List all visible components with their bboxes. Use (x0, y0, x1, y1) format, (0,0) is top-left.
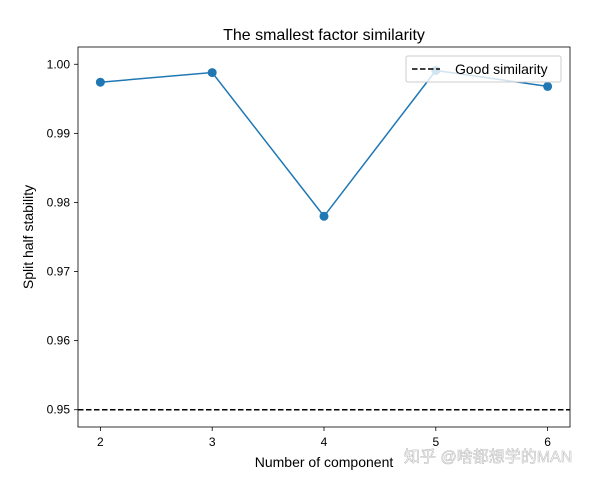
legend-box (405, 55, 562, 83)
legend: Good similarity (405, 55, 562, 83)
y-tick-label-1: 0.96 (47, 334, 71, 348)
legend-label: Good similarity (455, 61, 548, 77)
x-tick-label-5: 5 (432, 435, 439, 449)
plot-background (78, 47, 570, 427)
x-tick-label-4: 4 (321, 435, 328, 449)
y-tick-label-2: 0.97 (47, 265, 71, 279)
y-tick-label-3: 0.98 (47, 195, 71, 209)
y-tick-label-4: 0.99 (47, 126, 71, 140)
x-tick-label-6: 6 (544, 435, 551, 449)
x-tick-label-3: 3 (209, 435, 216, 449)
data-point-4 (319, 211, 329, 221)
x-axis: 2 3 4 5 6 (97, 427, 551, 449)
watermark-text: 知乎 @啥都想学的MAN (404, 448, 572, 466)
x-tick-label-2: 2 (97, 435, 104, 449)
data-point-3 (207, 68, 217, 78)
x-axis-label: Number of component (255, 454, 394, 470)
data-point-6 (543, 81, 553, 91)
data-point-2 (95, 77, 105, 87)
chart-title: The smallest factor similarity (223, 27, 425, 44)
y-axis: 0.95 0.96 0.97 0.98 0.99 1.00 (47, 57, 78, 417)
y-axis-label: Split half stability (20, 185, 36, 289)
y-tick-label-0: 0.95 (47, 403, 71, 417)
y-tick-label-5: 1.00 (47, 57, 71, 71)
